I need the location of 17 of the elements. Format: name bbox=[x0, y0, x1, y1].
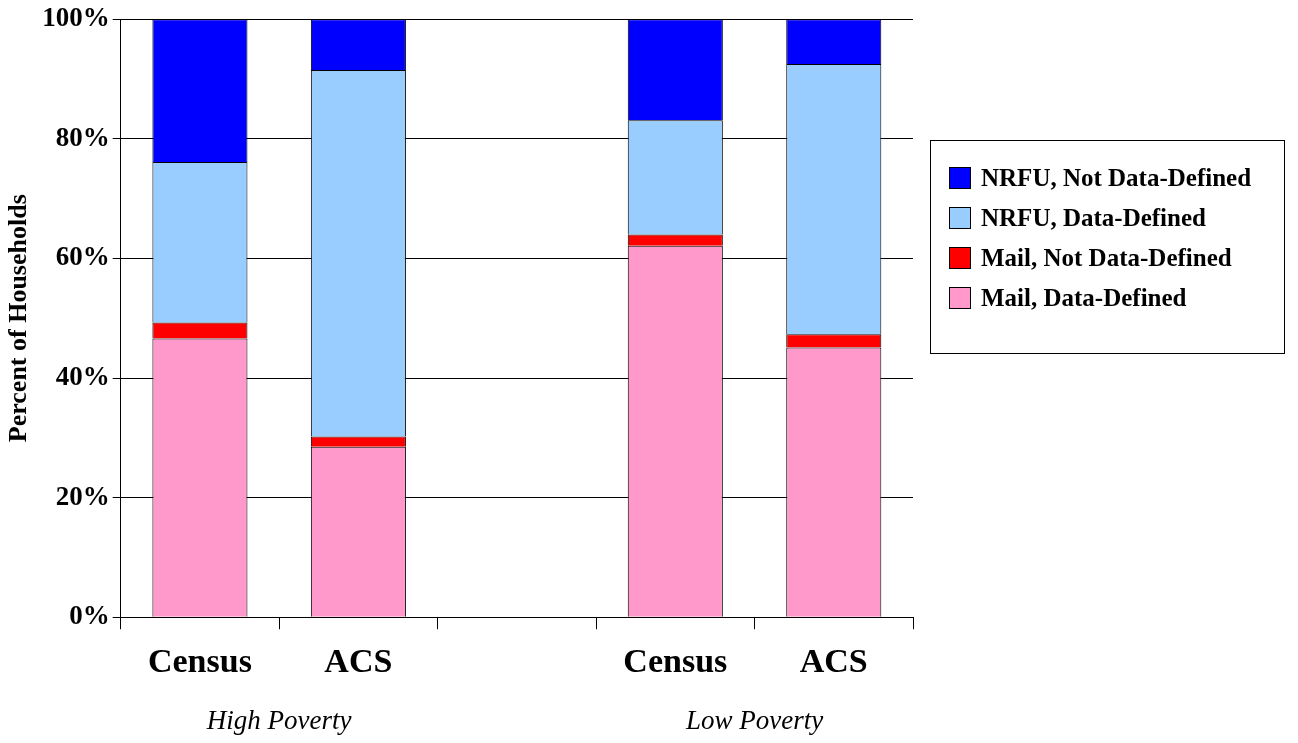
y-tick-label: 100% bbox=[42, 2, 110, 33]
x-tick-label: ACS bbox=[324, 642, 393, 680]
y-tick-label: 40% bbox=[55, 360, 110, 391]
x-tick-label: ACS bbox=[799, 642, 868, 680]
y-tick-label: 20% bbox=[55, 480, 110, 511]
text: High Poverty bbox=[205, 705, 352, 736]
legend-label: Mail, Not Data-Defined bbox=[981, 243, 1232, 273]
legend-label: NRFU, Not Data-Defined bbox=[981, 163, 1252, 193]
y-tick-label: 80% bbox=[55, 121, 110, 152]
y-tick-label: 0% bbox=[69, 600, 110, 631]
x-tick-label: Census bbox=[147, 642, 252, 680]
y-axis-title: Percent of Households bbox=[3, 194, 33, 443]
x-tick-label: Census bbox=[623, 642, 728, 680]
legend-label: Mail, Data-Defined bbox=[981, 283, 1187, 313]
legend-label: NRFU, Data-Defined bbox=[981, 203, 1206, 233]
text: Low Poverty bbox=[684, 705, 824, 736]
y-tick-label: 60% bbox=[55, 241, 110, 272]
